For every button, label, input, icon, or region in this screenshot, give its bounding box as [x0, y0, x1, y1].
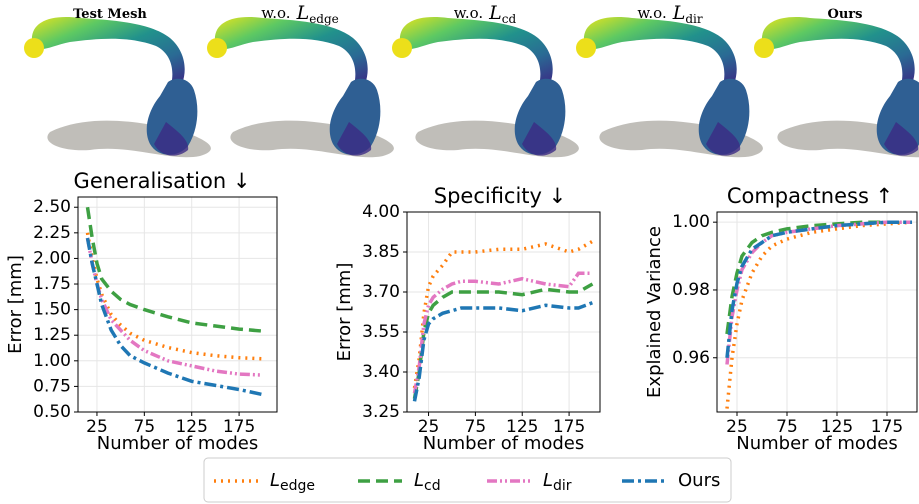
x-tick-label: 175: [223, 417, 255, 437]
x-axis-label: Number of modes: [423, 433, 585, 454]
y-tick-label: 2.50: [33, 197, 71, 217]
series-line: [412, 271, 593, 394]
y-tick-label: 3.40: [362, 362, 400, 382]
mesh-renders: [24, 17, 919, 158]
plot-frame: [716, 211, 918, 413]
series-line: [725, 220, 912, 365]
y-tick-label: 1.75: [33, 274, 71, 294]
x-axis-label: Number of modes: [736, 433, 898, 454]
series-line: [412, 282, 594, 400]
panel-label-symbol: L: [672, 2, 686, 24]
legend: Ledge Lcd Ldir Ours: [203, 457, 732, 503]
y-tick-label: 1.50: [33, 300, 71, 320]
legend-box: [203, 457, 732, 503]
panel-label-subscript: edge: [309, 12, 339, 26]
series-line: [85, 232, 263, 361]
panel-label-text: w.o.: [454, 4, 483, 22]
y-axis-label: Explained Variance: [644, 226, 665, 398]
panel-label-subscript: dir: [685, 12, 703, 26]
legend-label: Ours: [678, 470, 720, 491]
legend-name: L: [414, 470, 424, 491]
panel-label-text: Test Mesh: [73, 7, 147, 22]
x-tick-label: 25: [418, 417, 440, 437]
panel-label-symbol: L: [296, 2, 310, 24]
y-axis-label: Error [mm]: [334, 263, 355, 362]
panel-label: w.o. Ledge: [261, 2, 339, 26]
panel-label: w.o. Ldir: [637, 2, 703, 26]
chart-title: Compactness ↑: [727, 184, 893, 208]
chart-title: Specificity ↓: [434, 184, 567, 208]
plot-frame: [406, 211, 601, 413]
y-tick-label: 0.98: [672, 280, 710, 300]
series-line: [725, 220, 913, 409]
series-line: [85, 206, 263, 333]
y-tick-label: 0.50: [33, 402, 71, 422]
panel-label: Test Mesh: [73, 7, 147, 22]
panel-label-text: w.o.: [637, 4, 666, 22]
x-tick-label: 125: [175, 417, 207, 437]
chart-title: Generalisation ↓: [74, 169, 251, 193]
y-tick-label: 3.25: [362, 402, 400, 422]
legend-label: Ledge: [270, 470, 315, 494]
y-tick-label: 3.85: [362, 242, 400, 262]
x-tick-label: 25: [726, 417, 748, 437]
series-line: [412, 239, 594, 389]
legend-name: L: [270, 470, 280, 491]
mesh-image: [576, 17, 763, 158]
series-line: [412, 301, 594, 402]
x-tick-label: 175: [871, 417, 903, 437]
x-tick-label: 25: [86, 417, 108, 437]
y-tick-label: 1.25: [33, 325, 71, 345]
y-axis-label: Error [mm]: [5, 255, 26, 354]
x-tick-label: 75: [134, 417, 156, 437]
x-tick-label: 125: [821, 417, 853, 437]
mesh-image: [24, 17, 211, 158]
x-tick-label: 75: [776, 417, 798, 437]
legend-label: Ldir: [543, 470, 572, 494]
legend-name: Ours: [678, 470, 720, 491]
x-tick-label: 175: [553, 417, 585, 437]
legend-subscript: edge: [280, 478, 315, 494]
series-line: [85, 237, 264, 397]
y-tick-label: 0.75: [33, 376, 71, 396]
panel-label: w.o. Lcd: [454, 2, 517, 26]
y-tick-label: 4.00: [362, 202, 400, 222]
mesh-image: [392, 17, 579, 158]
panel-label: Ours: [828, 7, 863, 22]
legend-subscript: dir: [553, 478, 572, 494]
legend-label: Lcd: [414, 470, 441, 494]
series-line: [725, 220, 912, 358]
panel-label-symbol: L: [488, 2, 502, 24]
x-axis-label: Number of modes: [97, 433, 259, 454]
y-tick-label: 3.55: [362, 322, 400, 342]
y-tick-label: 1.00: [672, 212, 710, 232]
y-tick-label: 0.96: [672, 348, 710, 368]
legend-subscript: cd: [424, 478, 441, 494]
mesh-image: [754, 17, 919, 158]
panel-label-subscript: cd: [502, 12, 517, 26]
y-tick-label: 3.70: [362, 282, 400, 302]
y-tick-label: 1.00: [33, 351, 71, 371]
x-tick-label: 75: [465, 417, 487, 437]
panel-label-text: w.o.: [261, 4, 290, 22]
panel-label-text: Ours: [828, 7, 863, 22]
series-line: [725, 220, 912, 335]
mesh-image: [207, 17, 394, 158]
y-tick-label: 2.00: [33, 248, 71, 268]
legend-name: L: [543, 470, 553, 491]
y-tick-label: 2.25: [33, 223, 71, 243]
plot-frame: [77, 196, 278, 413]
x-tick-label: 125: [506, 417, 538, 437]
